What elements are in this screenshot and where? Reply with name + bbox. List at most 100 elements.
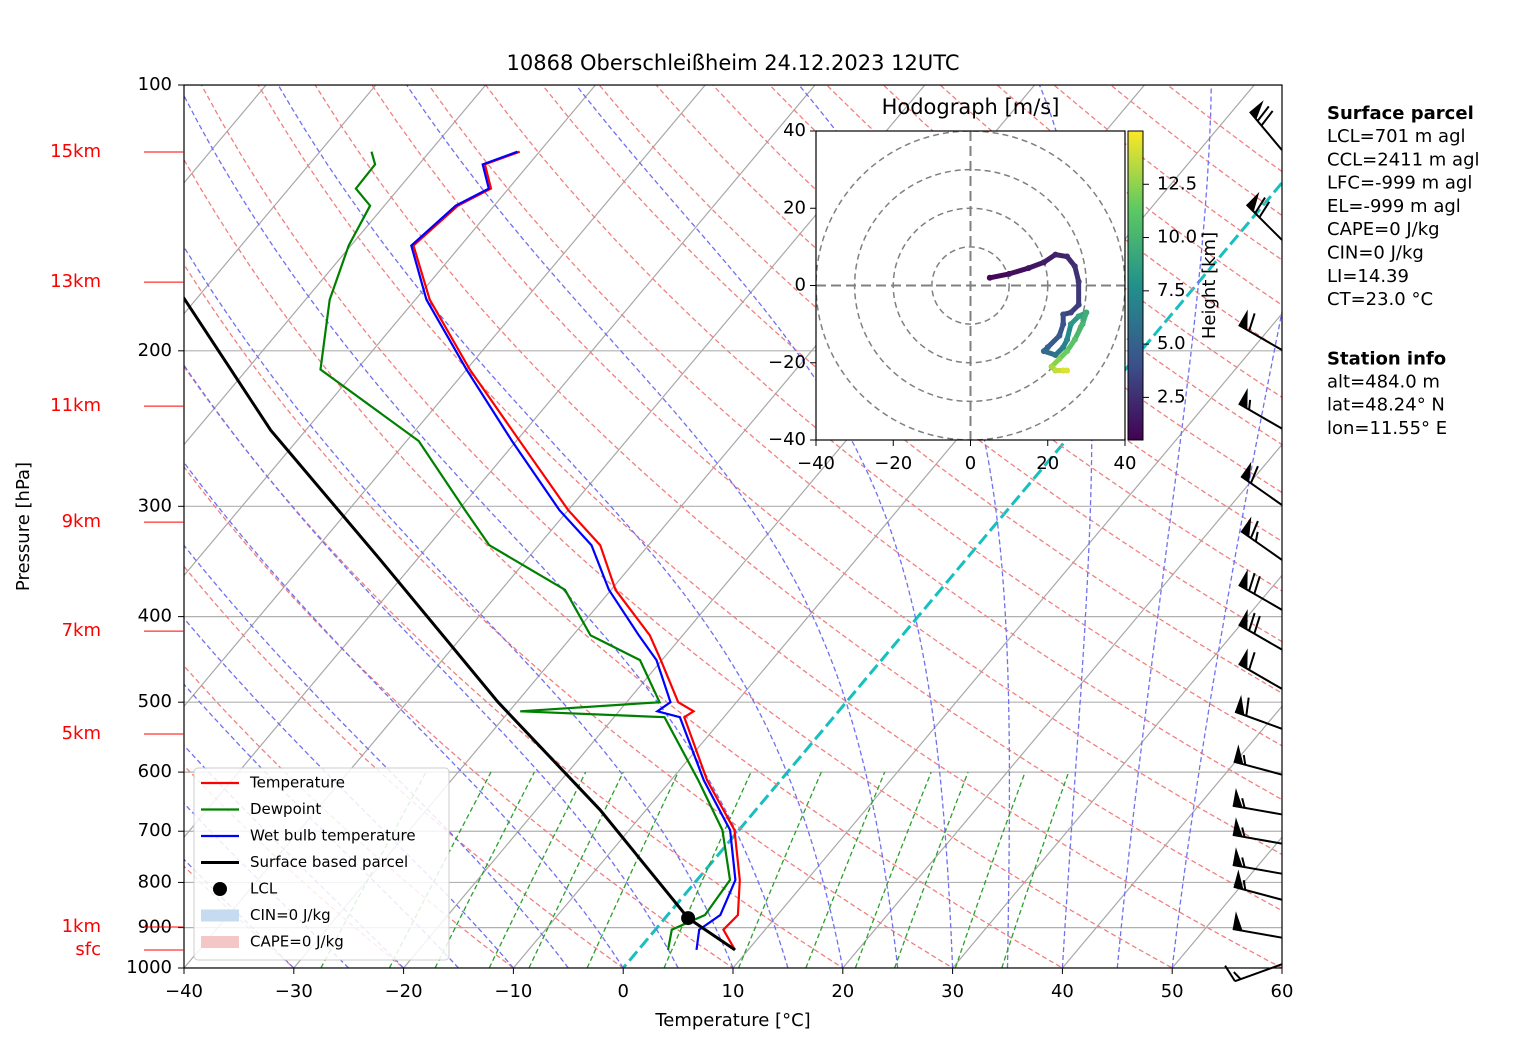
y-tick-label: 500 <box>138 691 172 712</box>
moist-adiabat <box>184 683 459 968</box>
moist-adiabat <box>184 544 569 968</box>
moist-adiabat <box>184 617 514 968</box>
mixing-ratio-line <box>854 771 932 968</box>
barb-feather <box>1258 201 1271 218</box>
dry-adiabat <box>184 263 954 968</box>
wind-barb <box>1238 388 1283 430</box>
x-tick-label: −10 <box>494 981 532 1002</box>
barb-feather <box>1248 612 1256 631</box>
barb-staff <box>1238 623 1283 651</box>
barb-flag <box>1241 516 1252 537</box>
dry-adiabat <box>184 664 515 968</box>
wind-barb <box>1249 100 1283 151</box>
y-tick-label: 20 <box>783 197 806 218</box>
barb-staff <box>1234 710 1283 730</box>
info-line: EL=-999 m agl <box>1327 196 1461 217</box>
barb-flag <box>1232 788 1243 808</box>
barb-flag <box>1238 309 1248 331</box>
wind-barb <box>1232 847 1283 875</box>
barb-flag <box>1233 744 1244 765</box>
chart-title: 10868 Oberschleißheim 24.12.2023 12UTC <box>507 51 960 75</box>
mixing-ratio-line <box>663 771 752 968</box>
wind-barb <box>1232 788 1283 816</box>
barb-feather <box>1248 399 1252 410</box>
info-line: alt=484.0 m <box>1327 371 1440 392</box>
range-ring <box>931 246 1010 325</box>
hodograph: −40 −20 0 20 40 −40 −20 0 20 40 Hodograph [m/s] 2.5… <box>768 95 1220 474</box>
info-line: CAPE=0 J/kg <box>1327 219 1440 240</box>
barb-feather <box>1256 105 1270 122</box>
series-line <box>412 150 741 951</box>
barb-feather <box>1253 615 1261 634</box>
mixing-ratio-line <box>805 771 886 968</box>
barb-flag <box>1232 911 1243 931</box>
y-tick-label: 100 <box>138 74 172 95</box>
barb-feather <box>1241 827 1246 838</box>
y-tick-label: 700 <box>138 820 172 841</box>
legend-swatch <box>201 936 239 948</box>
barb-flag <box>1232 847 1243 867</box>
wind-barb <box>1238 569 1283 611</box>
info-line: LI=14.39 <box>1327 266 1409 287</box>
barb-feather <box>1233 971 1242 980</box>
wind-barb <box>1238 609 1283 651</box>
y-tick-label: 40 <box>783 120 806 141</box>
barb-feather <box>1249 465 1259 484</box>
y-tick-label: 300 <box>138 495 172 516</box>
dry-adiabat <box>314 85 1282 912</box>
moist-adiabat <box>184 245 734 968</box>
colorbar-tick-label: 5.0 <box>1157 333 1186 354</box>
barb-flag <box>1232 817 1243 837</box>
colorbar-tick-label: 12.5 <box>1157 173 1197 194</box>
x-tick-label: 60 <box>1271 981 1294 1002</box>
height-label: 15km <box>50 141 101 162</box>
mixing-ratio-line <box>434 771 535 968</box>
wind-barb <box>1240 516 1283 561</box>
x-tick-label: −20 <box>385 981 423 1002</box>
height-label: 7km <box>62 620 101 641</box>
legend-swatch <box>213 882 227 896</box>
dry-adiabat <box>200 85 1174 968</box>
dry-adiabat <box>184 158 1064 968</box>
info-line: CCL=2411 m agl <box>1327 149 1480 170</box>
height-label: 5km <box>62 723 101 744</box>
y-tick-label: 600 <box>138 761 172 782</box>
y-tick-label: 0 <box>795 275 806 296</box>
barb-feather <box>1260 110 1274 127</box>
isotherm <box>184 85 707 708</box>
isotherm <box>184 85 377 315</box>
wind-barb <box>1240 461 1283 506</box>
moist-adiabat <box>184 94 789 968</box>
x-tick-label: 50 <box>1161 981 1184 1002</box>
series-line <box>410 150 737 951</box>
dry-adiabat <box>184 365 845 968</box>
x-tick-label: 10 <box>722 981 745 1002</box>
moist-adiabat <box>406 85 899 968</box>
y-tick-label: −20 <box>768 352 806 373</box>
hodo-point <box>1064 367 1071 374</box>
barb-flag <box>1238 609 1248 630</box>
legend: Temperature Dewpoint Wet bulb temperature S… <box>193 767 450 961</box>
height-label: sfc <box>75 939 101 960</box>
wind-barb <box>1224 963 1283 983</box>
height-label: 11km <box>50 395 101 416</box>
barb-feather <box>1254 197 1266 214</box>
barb-feather <box>1248 313 1256 332</box>
barb-staff <box>1238 583 1283 611</box>
barb-feather <box>1254 531 1259 542</box>
moist-adiabat <box>1171 308 1282 968</box>
y-tick-label: −40 <box>768 429 806 450</box>
x-tick-label: −40 <box>165 981 203 1002</box>
wind-barb <box>1238 309 1283 351</box>
height-label: 9km <box>62 511 101 532</box>
lcl-marker <box>681 911 696 926</box>
legend-label: Temperature <box>249 774 345 792</box>
legend-box <box>193 767 450 961</box>
height-label: 1km <box>62 916 101 937</box>
zero-isotherm <box>621 180 1282 968</box>
x-tick-label: 0 <box>617 981 628 1002</box>
info-title: Station info <box>1327 348 1446 369</box>
